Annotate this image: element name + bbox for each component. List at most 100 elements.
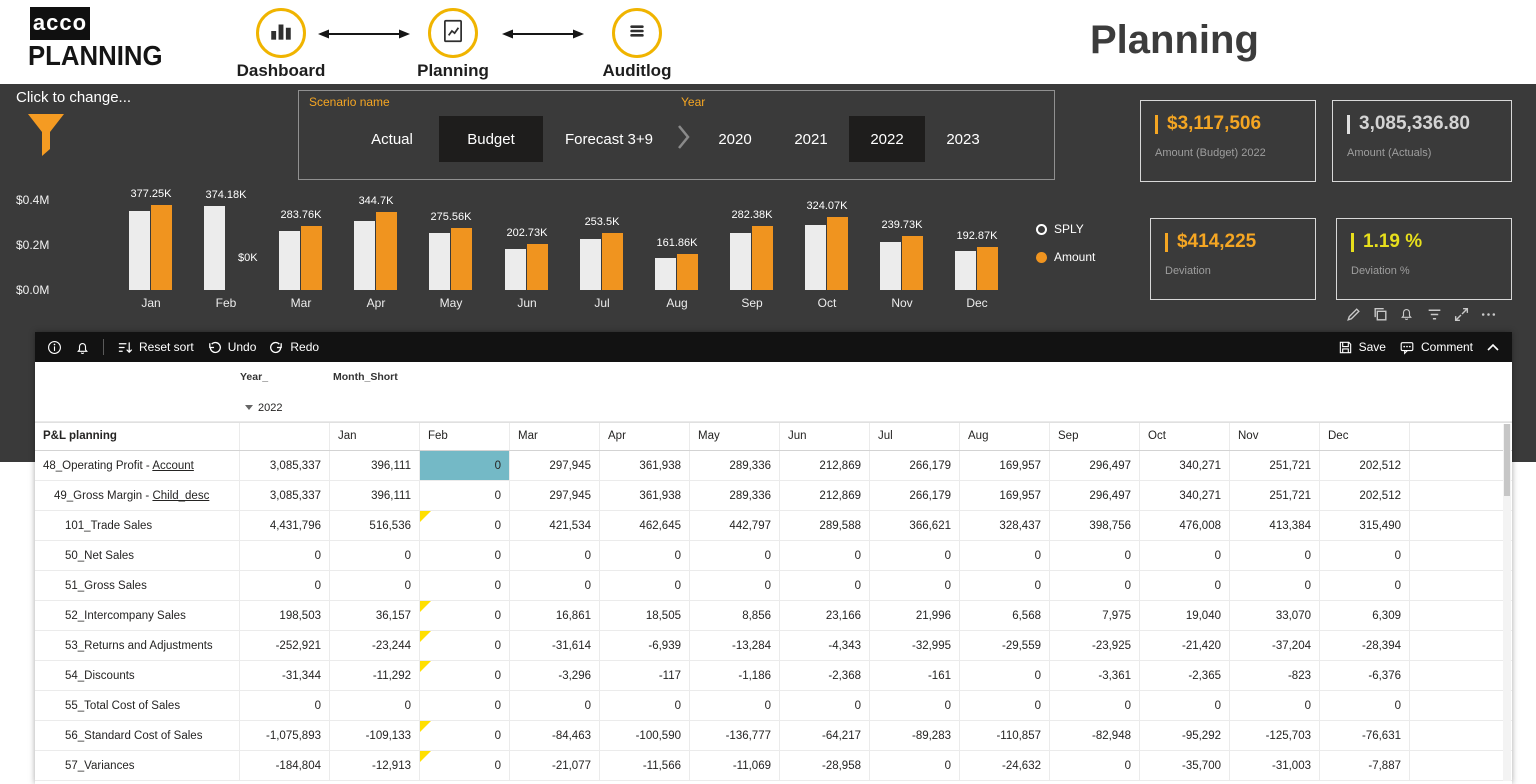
cell[interactable]: -117 [600, 661, 690, 690]
cell[interactable]: -3,296 [510, 661, 600, 690]
cell[interactable]: 0 [240, 691, 330, 720]
cell[interactable]: 289,336 [690, 481, 780, 510]
sply-bar[interactable] [505, 249, 526, 290]
cell[interactable]: 169,957 [960, 451, 1050, 480]
cell[interactable]: 297,945 [510, 481, 600, 510]
cell[interactable]: -84,463 [510, 721, 600, 750]
year-button-2020[interactable]: 2020 [718, 130, 752, 148]
cell[interactable]: 0 [1320, 571, 1410, 600]
cell[interactable]: 202,512 [1320, 481, 1410, 510]
sply-bar[interactable] [279, 231, 300, 290]
scenario-button-actual[interactable]: Actual [371, 130, 413, 148]
collapse-chevron-icon[interactable] [1486, 343, 1500, 352]
cell[interactable]: -29,559 [960, 631, 1050, 660]
cell[interactable]: -23,925 [1050, 631, 1140, 660]
cell[interactable]: -110,857 [960, 721, 1050, 750]
sply-bar[interactable] [354, 221, 375, 290]
cell[interactable]: 0 [510, 571, 600, 600]
column-header-oct[interactable]: Oct [1140, 423, 1230, 450]
cell[interactable]: 202,512 [1320, 451, 1410, 480]
column-header-jun[interactable]: Jun [780, 423, 870, 450]
column-header-jul[interactable]: Jul [870, 423, 960, 450]
legend-item-amount[interactable]: Amount [1036, 250, 1095, 264]
cell[interactable]: 266,179 [870, 451, 960, 480]
cell[interactable]: -23,244 [330, 631, 420, 660]
cell[interactable]: -24,632 [960, 751, 1050, 780]
cell[interactable]: -35,700 [1140, 751, 1230, 780]
nav-dashboard-button[interactable] [256, 8, 306, 58]
cell[interactable]: 366,621 [870, 511, 960, 540]
field-year[interactable]: Year_ [240, 371, 269, 383]
column-header-may[interactable]: May [690, 423, 780, 450]
sply-bar[interactable] [880, 242, 901, 290]
cell[interactable]: 0 [780, 571, 870, 600]
comment-button[interactable]: Comment [1399, 340, 1473, 355]
cell[interactable]: 7,975 [1050, 601, 1140, 630]
cell[interactable]: -28,394 [1320, 631, 1410, 660]
cell[interactable]: 0 [420, 751, 510, 780]
column-header-dec[interactable]: Dec [1320, 423, 1410, 450]
bar-group-dec[interactable] [955, 247, 998, 290]
cell[interactable]: 0 [330, 691, 420, 720]
cell[interactable]: 0 [780, 691, 870, 720]
cell[interactable]: 266,179 [870, 481, 960, 510]
scenario-button-budget[interactable]: Budget [439, 116, 543, 162]
cell[interactable]: 3,085,337 [240, 481, 330, 510]
cell[interactable]: 396,111 [330, 481, 420, 510]
reset-sort-button[interactable]: Reset sort [117, 340, 194, 355]
cell[interactable]: 315,490 [1320, 511, 1410, 540]
cell[interactable]: -32,995 [870, 631, 960, 660]
cell[interactable]: 0 [330, 571, 420, 600]
amount-bar[interactable] [527, 244, 548, 290]
cell[interactable]: 6,568 [960, 601, 1050, 630]
cell[interactable]: 0 [420, 721, 510, 750]
cell[interactable]: -31,003 [1230, 751, 1320, 780]
cell[interactable]: -13,284 [690, 631, 780, 660]
cell[interactable]: 442,797 [690, 511, 780, 540]
amount-bar[interactable] [151, 205, 172, 290]
sply-bar[interactable] [955, 251, 976, 290]
cell[interactable]: -252,921 [240, 631, 330, 660]
more-options-icon[interactable] [1480, 306, 1500, 326]
cell[interactable]: -21,077 [510, 751, 600, 780]
sply-bar[interactable] [730, 233, 751, 290]
vertical-scrollbar[interactable] [1503, 424, 1511, 781]
cell[interactable]: 212,869 [780, 481, 870, 510]
bar-group-feb[interactable] [204, 206, 247, 290]
cell[interactable]: -1,186 [690, 661, 780, 690]
cell[interactable]: 396,111 [330, 451, 420, 480]
cell[interactable]: -12,913 [330, 751, 420, 780]
cell[interactable]: 212,869 [780, 451, 870, 480]
bar-group-may[interactable] [429, 228, 472, 290]
cell[interactable]: -823 [1230, 661, 1320, 690]
amount-bar[interactable] [902, 236, 923, 290]
edit-icon[interactable] [1345, 306, 1365, 326]
cell[interactable]: 0 [870, 751, 960, 780]
cell[interactable]: 0 [420, 481, 510, 510]
cell[interactable]: 462,645 [600, 511, 690, 540]
bar-group-aug[interactable] [655, 254, 698, 290]
cell[interactable]: 0 [1050, 691, 1140, 720]
cell[interactable]: 0 [420, 601, 510, 630]
cell[interactable]: 289,588 [780, 511, 870, 540]
undo-button[interactable]: Undo [207, 340, 256, 355]
year-button-2021[interactable]: 2021 [794, 130, 828, 148]
column-header-aug[interactable]: Aug [960, 423, 1050, 450]
cell[interactable]: 0 [780, 541, 870, 570]
cell[interactable]: -31,614 [510, 631, 600, 660]
column-header-jan[interactable]: Jan [330, 423, 420, 450]
scrollbar-thumb[interactable] [1504, 424, 1510, 496]
amount-bar[interactable] [376, 212, 397, 290]
amount-bar[interactable] [602, 233, 623, 290]
cell[interactable]: 8,856 [690, 601, 780, 630]
cell[interactable]: -21,420 [1140, 631, 1230, 660]
row-link[interactable]: Account [152, 460, 194, 472]
cell[interactable]: -28,958 [780, 751, 870, 780]
amount-bar[interactable] [451, 228, 472, 290]
cell[interactable]: -2,368 [780, 661, 870, 690]
cell[interactable]: 328,437 [960, 511, 1050, 540]
cell[interactable]: 0 [240, 541, 330, 570]
amount-bar[interactable] [301, 226, 322, 290]
cell[interactable]: 0 [960, 661, 1050, 690]
cell[interactable]: 0 [960, 691, 1050, 720]
